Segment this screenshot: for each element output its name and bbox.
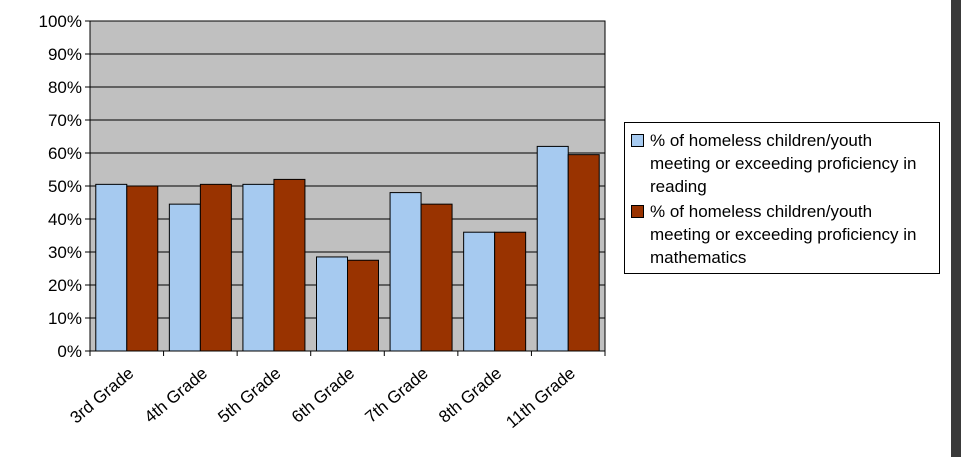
bar-mathematics [420,203,453,352]
y-tick-label: 90% [48,45,82,64]
bar-reading [242,183,275,352]
window-edge [951,0,961,457]
x-category-label: 4th Grade [141,364,211,427]
y-tick-label: 40% [48,210,82,229]
bars [95,145,600,352]
y-tick-label: 60% [48,144,82,163]
legend-swatch-reading [631,134,644,147]
bar-mathematics [126,185,159,352]
x-category-label: 3rd Grade [67,364,138,428]
x-category-label: 6th Grade [288,364,358,427]
bar-mathematics [273,178,306,352]
bar-mathematics [347,259,379,352]
bar-reading [168,203,201,352]
y-tick-label: 0% [57,342,82,361]
y-axis-ticks: 0% 10% 20% 30% 40% 50% 60% 70% 80% 90% 100% [39,12,90,361]
y-tick-label: 10% [48,309,82,328]
y-tick-label: 50% [48,177,82,196]
bar-reading [389,192,422,352]
x-category-label: 7th Grade [362,364,432,427]
y-tick-label: 20% [48,276,82,295]
legend: % of homeless children/youth meeting or … [624,122,940,274]
legend-label-reading: % of homeless children/youth meeting or … [650,131,917,196]
bar-reading [95,183,128,352]
bar-mathematics [494,231,527,352]
bar-reading [536,145,569,352]
y-tick-label: 80% [48,78,82,97]
x-category-label: 11th Grade [502,364,578,432]
bar-mathematics [567,154,600,352]
legend-item-mathematics: % of homeless children/youth meeting or … [631,200,933,269]
y-tick-label: 30% [48,243,82,262]
legend-item-reading: % of homeless children/youth meeting or … [631,129,933,198]
bar-reading [463,231,496,352]
legend-swatch-mathematics [631,205,644,218]
x-category-label: 8th Grade [435,364,505,427]
x-category-label: 5th Grade [214,364,284,427]
bar-reading [316,256,348,352]
legend-label-mathematics: % of homeless children/youth meeting or … [650,202,917,267]
y-tick-label: 100% [39,12,82,31]
x-axis-ticks: 3rd Grade 4th Grade 5th Grade 6th Grade 7th … [67,351,606,432]
bar-mathematics [199,183,232,352]
y-tick-label: 70% [48,111,82,130]
